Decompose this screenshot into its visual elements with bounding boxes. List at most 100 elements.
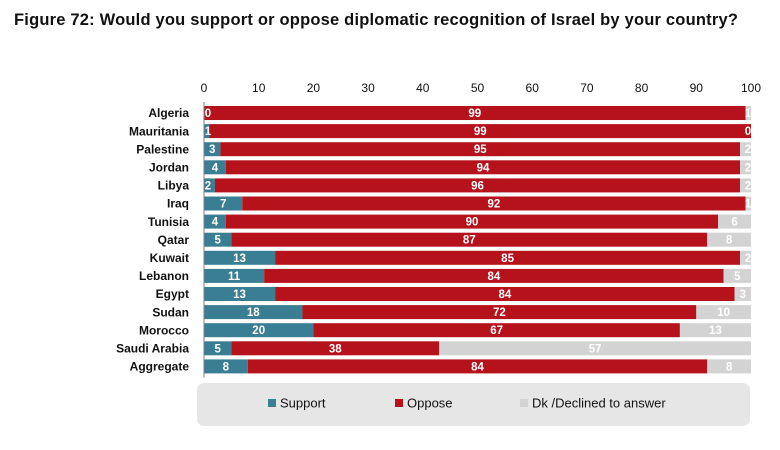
value-label-dk-egypt: 3 (740, 289, 746, 301)
bar-oppose-tunisia (225, 214, 719, 229)
category-label-iraq: Iraq (167, 197, 189, 211)
bar-support-mauritania (204, 124, 210, 139)
category-label-saudi-arabia: Saudi Arabia (116, 342, 189, 356)
value-label-support-tunisia: 4 (212, 217, 219, 229)
x-tick-label-20: 20 (307, 81, 321, 95)
x-tick-label-100: 100 (741, 81, 761, 95)
x-tick-label-10: 10 (252, 81, 266, 95)
bar-oppose-iraq (242, 196, 746, 211)
value-label-oppose-jordan: 94 (477, 162, 490, 174)
bar-support-lebanon (204, 268, 265, 283)
bar-oppose-aggregate (247, 359, 708, 374)
bars (204, 106, 752, 374)
value-label-oppose-algeria: 99 (468, 108, 481, 120)
bar-dk-lebanon (723, 268, 751, 283)
bar-oppose-palestine (220, 142, 741, 157)
legend-box (197, 383, 750, 426)
bar-oppose-jordan (225, 160, 741, 175)
category-label-libya: Libya (158, 179, 190, 193)
value-label-dk-kuwait: 2 (745, 253, 751, 265)
bar-oppose-mauritania (209, 124, 752, 139)
bar-support-egypt (204, 287, 276, 301)
bar-dk-saudi-arabia (439, 341, 751, 356)
bar-support-aggregate (204, 359, 248, 374)
value-label-oppose-tunisia: 90 (466, 217, 479, 229)
legend-label-support: Support (280, 396, 326, 411)
value-label-support-aggregate: 8 (223, 361, 230, 373)
bar-oppose-morocco (313, 323, 680, 338)
category-labels: Algeria Mauritania Palestine Jordan Libya Ira… (116, 106, 189, 373)
bar-dk-qatar (707, 232, 751, 247)
value-label-oppose-sudan: 72 (493, 307, 506, 319)
bar-support-iraq (204, 196, 243, 211)
category-label-sudan: Sudan (152, 305, 189, 319)
legend-label-dk: Dk /Declined to answer (532, 396, 666, 411)
bar-oppose-sudan (302, 305, 697, 320)
bar-dk-jordan (740, 160, 751, 175)
value-label-oppose-qatar: 87 (463, 235, 476, 247)
value-label-support-iraq: 7 (220, 199, 226, 211)
x-tick-label-60: 60 (526, 81, 540, 95)
category-label-palestine: Palestine (136, 142, 189, 156)
value-label-support-mauritania: 1 (205, 126, 212, 138)
value-label-dk-mauritania: 0 (745, 126, 751, 138)
bar-support-jordan (204, 160, 226, 175)
bar-support-qatar (204, 232, 232, 247)
bar-oppose-qatar (231, 232, 708, 247)
bar-oppose-algeria (204, 106, 746, 120)
category-label-tunisia: Tunisia (148, 215, 189, 229)
category-label-morocco: Morocco (139, 323, 189, 337)
value-label-dk-palestine: 2 (745, 144, 751, 156)
bar-support-tunisia (204, 214, 226, 229)
chart-title: Figure 72: Would you support or oppose d… (14, 11, 739, 29)
value-label-oppose-mauritania: 99 (474, 126, 487, 138)
category-label-mauritania: Mauritania (129, 124, 189, 138)
value-label-dk-libya: 2 (745, 180, 751, 192)
value-label-oppose-libya: 96 (471, 180, 484, 192)
value-label-dk-jordan: 2 (745, 162, 751, 174)
bar-dk-kuwait (740, 250, 751, 265)
bar-support-kuwait (204, 250, 276, 265)
value-label-support-libya: 2 (205, 180, 211, 192)
value-label-dk-sudan: 10 (717, 307, 730, 319)
category-label-jordan: Jordan (149, 161, 189, 175)
legend-swatch-dk (520, 399, 528, 407)
value-label-dk-lebanon: 5 (734, 271, 741, 283)
bar-support-saudi-arabia (204, 341, 232, 356)
bar-dk-aggregate (707, 359, 751, 374)
value-label-dk-tunisia: 6 (731, 217, 737, 229)
x-tick-label-50: 50 (471, 81, 485, 95)
category-label-kuwait: Kuwait (150, 251, 189, 265)
bar-support-libya (204, 178, 215, 193)
value-label-oppose-lebanon: 84 (488, 271, 501, 283)
bar-oppose-kuwait (275, 250, 741, 265)
x-tick-label-30: 30 (361, 81, 375, 95)
bar-support-morocco (204, 323, 314, 338)
value-label-oppose-morocco: 67 (490, 325, 503, 337)
value-label-dk-qatar: 8 (726, 235, 733, 247)
legend-swatch-support (268, 399, 276, 407)
legend-swatch-oppose (395, 399, 403, 407)
x-tick-label-0: 0 (201, 81, 208, 95)
bar-oppose-saudi-arabia (231, 341, 440, 356)
value-label-support-kuwait: 13 (233, 253, 246, 265)
value-label-oppose-palestine: 95 (474, 144, 487, 156)
category-label-algeria: Algeria (148, 106, 189, 120)
bar-dk-egypt (734, 287, 751, 301)
value-label-oppose-egypt: 84 (498, 289, 511, 301)
category-label-egypt: Egypt (156, 287, 189, 301)
legend: Support Oppose Dk /Declined to answer (197, 383, 750, 426)
value-label-dk-iraq: 1 (745, 199, 752, 211)
bar-dk-algeria (745, 106, 751, 120)
bar-oppose-egypt (275, 287, 735, 301)
value-label-support-saudi-arabia: 5 (214, 343, 221, 355)
value-label-support-qatar: 5 (214, 235, 221, 247)
bar-oppose-libya (214, 178, 741, 193)
x-tick-label-70: 70 (580, 81, 594, 95)
bar-dk-palestine (740, 142, 751, 157)
value-label-support-lebanon: 11 (228, 271, 241, 283)
value-label-support-algeria: 0 (205, 108, 211, 120)
category-label-qatar: Qatar (158, 233, 190, 247)
bar-dk-morocco (679, 323, 751, 338)
category-label-aggregate: Aggregate (130, 360, 190, 374)
